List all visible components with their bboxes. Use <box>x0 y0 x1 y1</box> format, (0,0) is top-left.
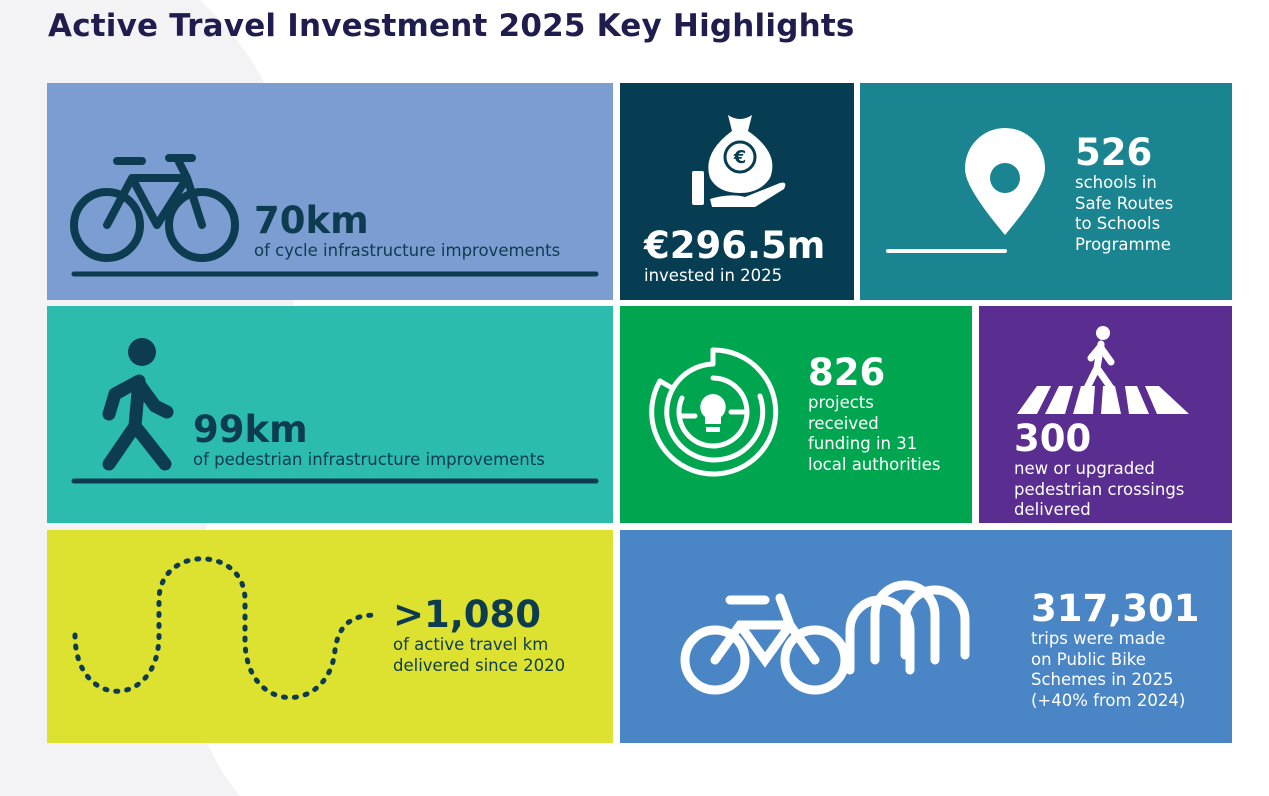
description: Programme <box>1075 234 1171 254</box>
stat: 826 <box>808 351 886 394</box>
pin-icon <box>886 128 1045 253</box>
description: received <box>808 413 879 433</box>
stat: 99km <box>193 408 308 451</box>
stat: >1,080 <box>393 593 542 636</box>
stat: €296.5m <box>644 224 826 267</box>
description: trips were made <box>1031 629 1166 648</box>
description: funding in 31 <box>808 434 918 453</box>
description: schools in <box>1075 173 1157 192</box>
description: Schemes in 2025 <box>1031 670 1174 689</box>
stat: 317,301 <box>1031 587 1200 630</box>
path-icon <box>72 556 380 701</box>
description: delivered since 2020 <box>393 655 566 675</box>
maze-icon <box>649 347 779 477</box>
tile: 300 new or upgraded pedestrian crossings… <box>979 306 1232 523</box>
description: of pedestrian infrastructure improvement… <box>193 450 545 469</box>
stat: 70km <box>254 199 369 242</box>
svg-text:€: € <box>733 147 747 168</box>
description: invested in 2025 <box>644 266 783 285</box>
tile: 99km of pedestrian infrastructure improv… <box>47 306 613 523</box>
description: to Schools <box>1075 214 1161 233</box>
tile: 317,301 trips were made on Public Bike S… <box>620 530 1232 743</box>
crossing-icon <box>1017 326 1189 414</box>
tile: >1,080 of active travel km delivered sin… <box>47 530 613 743</box>
money-icon: € <box>692 115 786 207</box>
description: new or upgraded <box>1014 459 1155 478</box>
description: of cycle infrastructure improvements <box>254 241 561 260</box>
description: delivered <box>1014 500 1091 519</box>
description: Safe Routes <box>1075 193 1174 213</box>
description: of active travel km <box>393 635 549 654</box>
tile: 826 projects received funding in 31 loca… <box>620 306 972 523</box>
tile: 526 schools in Safe Routes to Schools Pr… <box>860 83 1232 300</box>
description: on Public Bike <box>1031 649 1146 669</box>
bike-rack-icon <box>680 580 970 695</box>
description: local authorities <box>808 454 941 474</box>
tile: € €296.5m invested in 2025 <box>620 83 854 300</box>
description: (+40% from 2024) <box>1031 690 1186 710</box>
stat: 300 <box>1014 417 1092 460</box>
bike-icon <box>70 154 599 277</box>
tile: 70km of cycle infrastructure improvement… <box>47 83 613 300</box>
title: Active Travel Investment 2025 Key Highli… <box>48 8 855 44</box>
description: projects <box>808 393 874 412</box>
walker-icon <box>71 338 599 484</box>
description: pedestrian crossings <box>1014 479 1185 499</box>
stat: 526 <box>1075 131 1153 174</box>
